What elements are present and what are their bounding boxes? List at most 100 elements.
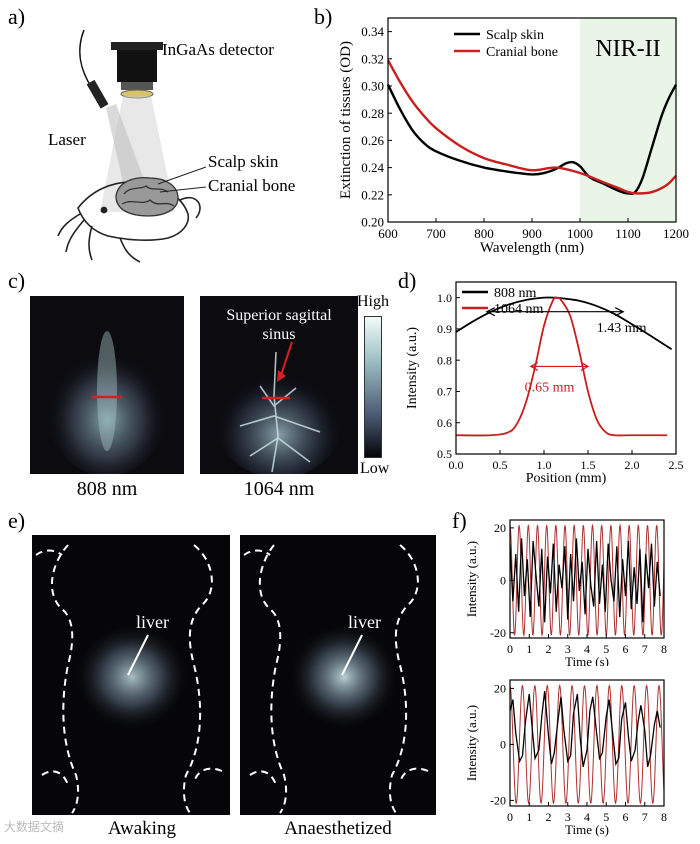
laser-label: Laser — [48, 130, 86, 149]
y-tick-label: 0 — [500, 738, 506, 752]
liver-label-awaking: liver — [136, 612, 169, 632]
y-tick-label: 0.8 — [437, 353, 452, 367]
intensity-profile-chart: 0.0 0.5 1.0 1.5 2.0 2.50.50.60.70.80.91.0Posi… — [405, 281, 684, 486]
x-tick-label: 6 — [623, 810, 629, 824]
x-tick-label: 700 — [426, 226, 446, 241]
legend-label: Scalp skin — [486, 28, 544, 43]
colorbar-low-label: Low — [360, 460, 390, 477]
x-tick-label: 8 — [661, 642, 667, 656]
mouse-outline-anaesthetized — [243, 544, 429, 814]
y-tick-label: 0.30 — [361, 79, 384, 94]
sinus-annotation-line1: Superior sagittal — [226, 307, 332, 324]
y-tick-label: 1.0 — [437, 291, 452, 305]
x-tick-label: 1.0 — [537, 458, 552, 472]
x-tick-label: 900 — [522, 226, 542, 241]
ingaas-detector-icon — [111, 42, 163, 99]
x-tick-label: 2 — [546, 642, 552, 656]
experimental-setup-diagram — [57, 29, 207, 263]
y-tick-label: 20 — [494, 521, 506, 535]
y-tick-label: 0.7 — [437, 385, 452, 399]
x-tick-label: 4 — [584, 810, 590, 824]
y-tick-label: 0.24 — [361, 160, 384, 175]
y-tick-label: 0.20 — [361, 215, 384, 230]
x-tick-label: 800 — [474, 226, 494, 241]
x-tick-label: 1000 — [567, 226, 593, 241]
y-tick-label: 0.9 — [437, 322, 452, 336]
series-line-measured — [509, 691, 661, 767]
panel-c-letter: c) — [8, 268, 26, 293]
x-tick-label: 2.0 — [625, 458, 640, 472]
x-tick-label: 1 — [526, 810, 532, 824]
series-line-cranial-bone — [386, 59, 677, 195]
image-808nm — [30, 296, 184, 474]
x-tick-label: 2 — [546, 810, 552, 824]
x-tick-label: 1200 — [663, 226, 689, 241]
y-tick-label: 0.26 — [361, 133, 384, 148]
y-tick-label: 0.6 — [437, 416, 452, 430]
y-tick-label: -20 — [490, 626, 506, 640]
mouse-head-icon — [57, 181, 201, 263]
panel-f-letter: f) — [452, 508, 467, 533]
y-tick-label: 0 — [500, 574, 506, 588]
x-tick-label: 8 — [661, 810, 667, 824]
x-tick-label: 5 — [603, 642, 609, 656]
x-tick-label: 0 — [507, 810, 513, 824]
x-axis-label: Time (s) — [565, 654, 609, 666]
panel-b-letter: b) — [314, 4, 333, 29]
series-line-fit — [509, 684, 665, 805]
panel-d-letter: d) — [398, 268, 417, 293]
y-axis-label: Extinction of tissues (OD) — [338, 41, 354, 199]
y-tick-label: 0.34 — [361, 24, 384, 39]
y-axis-label: Intensity (a.u.) — [464, 705, 479, 781]
liver-pointer-anaesthetized — [341, 634, 363, 676]
series-line-measured — [509, 538, 661, 623]
sinus-annotation-line2: sinus — [262, 326, 296, 343]
liver-pointer-awaking — [127, 634, 149, 676]
cranial-bone-label: Cranial bone — [208, 176, 296, 195]
liver-label-anaesthetized: liver — [348, 612, 381, 632]
y-tick-label: 0.22 — [361, 187, 384, 202]
x-tick-label: 0.5 — [493, 458, 508, 472]
plot-frame — [455, 281, 677, 455]
legend-label: Cranial bone — [486, 45, 558, 60]
caption-anaesthetized: Anaesthetized — [284, 818, 392, 839]
fwhm-label-808: 1.43 mm — [597, 321, 647, 336]
watermark-text: 大数据文摘 — [4, 820, 65, 834]
y-tick-label: 0.5 — [437, 447, 452, 461]
y-tick-label: 0.28 — [361, 106, 384, 121]
y-axis-label: Intensity (a.u.) — [405, 327, 420, 409]
caption-1064nm: 1064 nm — [243, 478, 315, 500]
nir-ii-band-label: NIR-II — [595, 36, 660, 62]
x-tick-label: 7 — [642, 810, 648, 824]
legend-label: 1064 nm — [494, 302, 544, 317]
x-tick-label: 1 — [526, 642, 532, 656]
bone-pointer-line — [159, 186, 207, 193]
x-tick-label: 0 — [507, 642, 513, 656]
y-tick-label: -20 — [490, 794, 506, 808]
x-tick-label: 3 — [565, 642, 571, 656]
mouse-outline-awaking — [35, 544, 223, 814]
x-tick-label: 600 — [378, 226, 398, 241]
x-tick-label: 3 — [565, 810, 571, 824]
series-line-scalp-skin — [386, 84, 678, 195]
y-tick-label: 20 — [494, 682, 506, 696]
x-tick-label: 7 — [642, 642, 648, 656]
detector-label: InGaAs detector — [162, 40, 274, 59]
fwhm-arrowheads-1064 — [529, 361, 590, 371]
x-tick-label: 6 — [623, 642, 629, 656]
caption-808nm: 808 nm — [76, 478, 138, 500]
image-awaking — [32, 535, 230, 815]
scalp-pointer-line — [157, 166, 207, 185]
x-axis-label: Time (s) — [565, 822, 609, 837]
colorbar-high-label: High — [357, 293, 389, 310]
panel-a-letter: a) — [8, 4, 26, 29]
intensity-colorbar — [364, 316, 382, 458]
series-line-1064-nm — [455, 296, 668, 437]
sinus-annotation: Superior sagittal sinus — [202, 306, 356, 344]
sinus-arrow-icon — [279, 341, 293, 379]
image-1064nm — [200, 296, 358, 474]
x-tick-label: 0.0 — [449, 458, 464, 472]
y-tick-label: 0.32 — [361, 51, 384, 66]
